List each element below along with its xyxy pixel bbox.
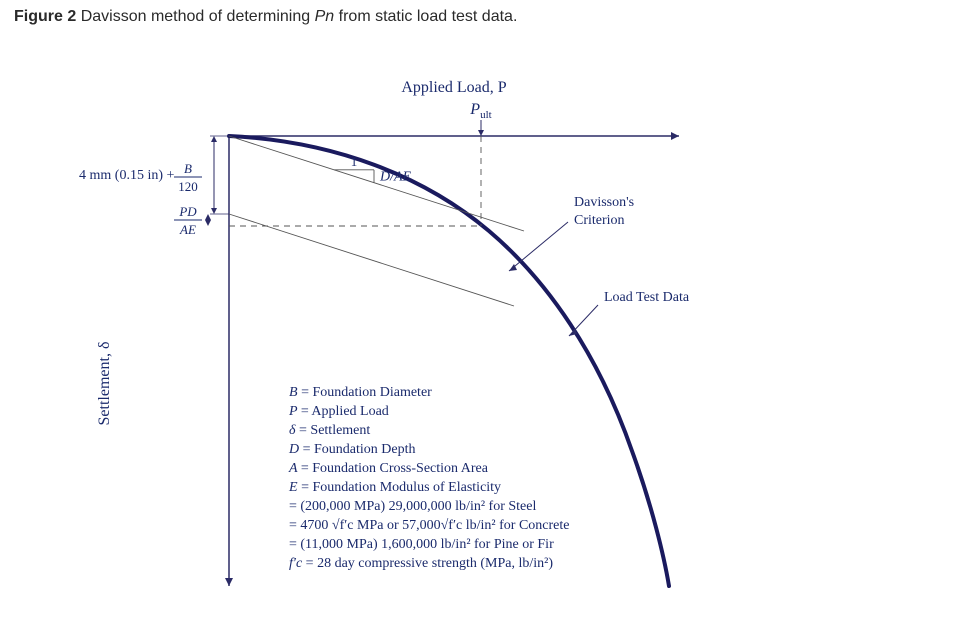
figure-caption: Figure 2 Davisson method of determining … [14,8,950,26]
figure-caption-after: from static load test data. [339,8,518,25]
pdae-den: AE [179,222,196,237]
legend-line: δ = Settlement [289,423,370,438]
davisson-label-1: Davisson's [574,195,634,210]
legend-line: = 4700 √f′c MPa or 57,000√f′c lb/in² for… [289,518,569,533]
figure-caption-prefix: Figure [14,8,63,25]
offset-formula-num: B [184,161,192,176]
pdae-num: PD [178,204,197,219]
slope-run-label: 1 [351,154,358,169]
legend-line: = (11,000 MPa) 1,600,000 lb/in² for Pine… [289,537,554,552]
legend-line: = (200,000 MPa) 29,000,000 lb/in² for St… [289,499,536,514]
legend-line: B = Foundation Diameter [289,385,432,400]
figure-caption-before: Davisson method of determining [81,8,310,25]
davisson-diagram: Applied Load, PPultSettlement, δ1D/AE4 m… [14,36,944,602]
slope-rise-label: D/AE [379,169,412,184]
offset-formula-prefix: 4 mm (0.15 in) + [79,168,174,183]
y-axis-label: Settlement, δ [96,342,113,426]
offset-formula-den: 120 [178,179,198,194]
legend-line: f′c = 28 day compressive strength (MPa, … [289,556,553,571]
legend-line: E = Foundation Modulus of Elasticity [288,480,501,495]
legend-line: A = Foundation Cross-Section Area [288,461,489,476]
load-test-data-label: Load Test Data [604,290,690,305]
davisson-label-2: Criterion [574,213,625,228]
x-axis-label: Applied Load, P [401,79,506,96]
figure-caption-number: 2 [67,8,76,25]
legend-line: D = Foundation Depth [288,442,416,457]
legend-line: P = Applied Load [288,404,389,419]
figure-caption-pn: Pn [315,8,335,25]
